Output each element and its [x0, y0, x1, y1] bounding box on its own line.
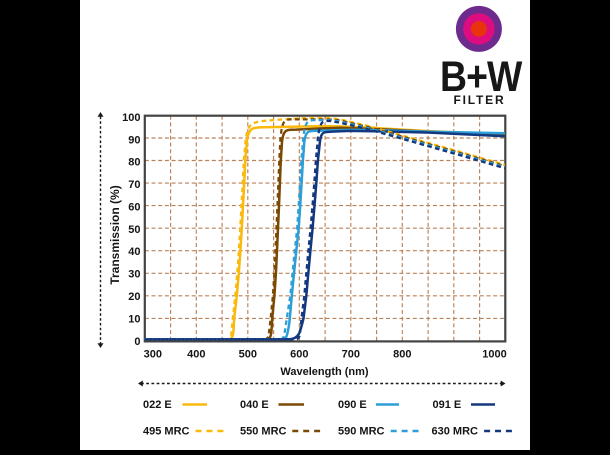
svg-text:40: 40 — [128, 246, 140, 258]
svg-text:1000: 1000 — [482, 349, 506, 361]
svg-text:60: 60 — [128, 202, 140, 214]
svg-text:022 E: 022 E — [143, 399, 172, 411]
svg-text:400: 400 — [187, 349, 205, 361]
svg-text:800: 800 — [393, 349, 411, 361]
svg-text:80: 80 — [128, 157, 140, 169]
svg-text:50: 50 — [128, 224, 140, 236]
svg-text:10: 10 — [128, 313, 140, 325]
svg-text:20: 20 — [128, 291, 140, 303]
svg-text:Transmission (%): Transmission (%) — [108, 185, 122, 284]
svg-text:300: 300 — [144, 349, 162, 361]
svg-text:600: 600 — [290, 349, 308, 361]
svg-text:091 E: 091 E — [433, 399, 462, 411]
svg-text:495 MRC: 495 MRC — [143, 426, 190, 438]
svg-text:550 MRC: 550 MRC — [240, 426, 287, 438]
svg-text:090 E: 090 E — [338, 399, 367, 411]
svg-text:90: 90 — [128, 134, 140, 146]
svg-text:B+W: B+W — [440, 54, 523, 101]
svg-text:30: 30 — [128, 269, 140, 281]
svg-text:0: 0 — [134, 336, 140, 348]
svg-text:100: 100 — [122, 112, 140, 124]
svg-text:630 MRC: 630 MRC — [432, 426, 479, 438]
svg-text:040 E: 040 E — [240, 399, 269, 411]
svg-text:500: 500 — [239, 349, 257, 361]
svg-text:Wavelength (nm): Wavelength (nm) — [280, 366, 369, 378]
svg-text:70: 70 — [128, 179, 140, 191]
svg-text:700: 700 — [342, 349, 360, 361]
svg-text:FILTER: FILTER — [454, 93, 506, 107]
svg-text:590 MRC: 590 MRC — [338, 426, 385, 438]
